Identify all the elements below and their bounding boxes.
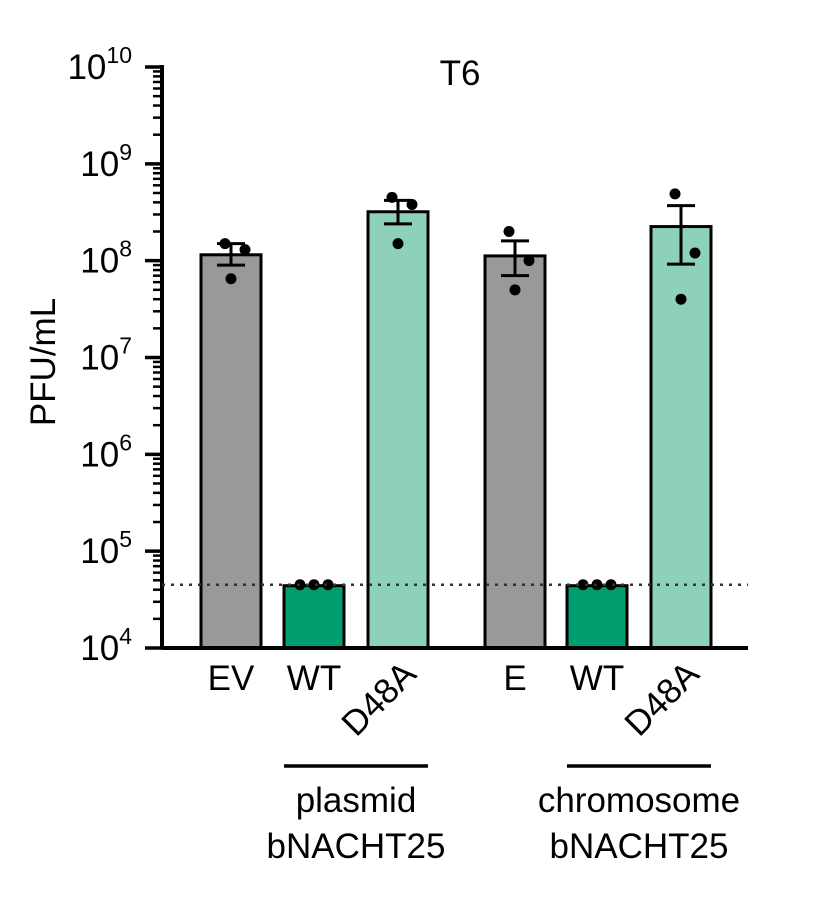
data-point-1-2 xyxy=(322,579,334,591)
bar-4 xyxy=(565,584,629,650)
x-tick-label-4: WT xyxy=(570,659,624,698)
bar-0 xyxy=(199,253,263,650)
y-tick-label-4: 108 xyxy=(80,236,132,281)
group-label-line2-0: bNACHT25 xyxy=(267,827,446,866)
group-label-line2-1: bNACHT25 xyxy=(550,827,729,866)
x-tick-label-1: WT xyxy=(287,659,341,698)
y-axis-label: PFU/mL xyxy=(24,298,63,426)
x-tick-label-5: D48A xyxy=(617,654,707,744)
y-tick-label-0: 104 xyxy=(80,623,132,668)
data-point-2-2 xyxy=(392,238,404,250)
group-label-line1-1: chromosome xyxy=(538,781,740,820)
data-point-3-1 xyxy=(523,255,535,267)
chart-title: T6 xyxy=(440,54,481,93)
x-tick-label-2: D48A xyxy=(334,654,424,744)
y-tick-label-3: 107 xyxy=(80,333,132,378)
bar-1 xyxy=(282,584,346,650)
data-point-5-1 xyxy=(689,247,701,259)
data-point-2-0 xyxy=(386,191,398,203)
data-point-4-2 xyxy=(605,579,617,591)
axes-layer xyxy=(145,65,748,650)
data-point-1-1 xyxy=(308,579,320,591)
data-point-0-2 xyxy=(225,273,237,285)
data-point-0-0 xyxy=(219,238,231,250)
bars-layer xyxy=(199,188,713,650)
y-tick-label-2: 106 xyxy=(80,429,132,474)
x-tick-label-3: E xyxy=(503,659,526,698)
data-point-0-1 xyxy=(239,244,251,256)
data-point-5-0 xyxy=(669,188,681,200)
y-tick-label-1: 105 xyxy=(80,526,132,571)
data-point-3-0 xyxy=(503,226,515,238)
data-point-3-2 xyxy=(509,284,521,296)
data-point-4-0 xyxy=(577,579,589,591)
x-tick-label-0: EV xyxy=(208,659,255,698)
y-tick-label-5: 109 xyxy=(80,139,132,184)
bar-3 xyxy=(483,254,547,650)
y-tick-label-6: 1010 xyxy=(67,42,132,87)
group-label-line1-0: plasmid xyxy=(296,781,417,820)
bar-2 xyxy=(366,210,430,650)
data-point-5-2 xyxy=(675,293,687,305)
data-point-2-1 xyxy=(406,199,418,211)
